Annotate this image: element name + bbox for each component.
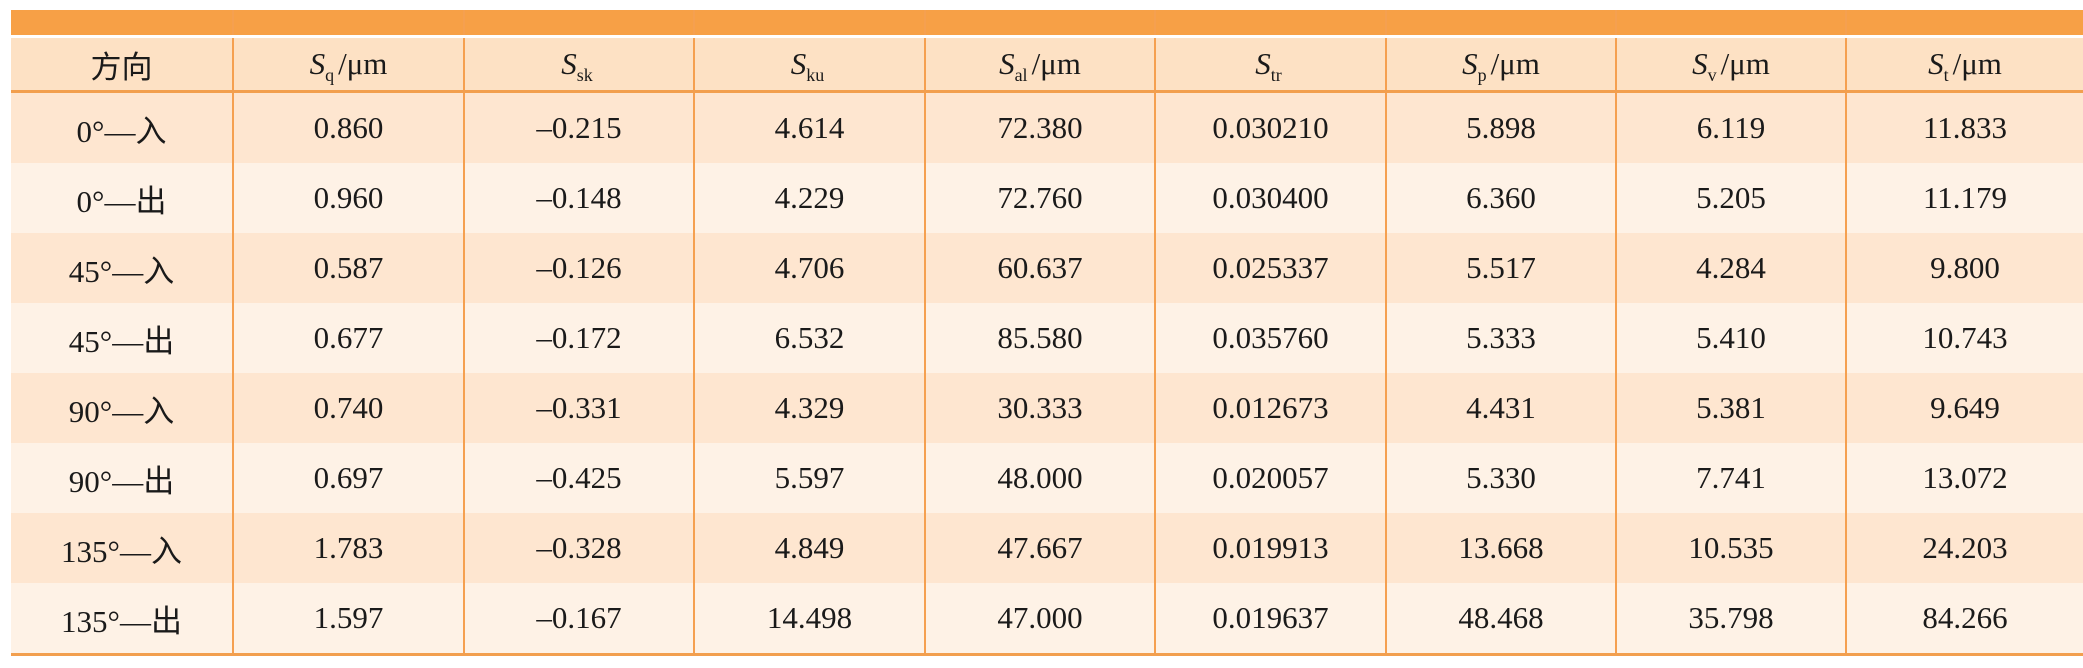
sq-cell: 0.960	[232, 163, 464, 233]
str-cell: 0.020057	[1154, 443, 1386, 513]
sv-cell: 10.535	[1615, 513, 1846, 583]
direction-cell: 45°—出	[11, 303, 233, 373]
ssk-cell: –0.331	[463, 373, 694, 443]
str-cell: 0.030210	[1154, 91, 1386, 163]
header-sal: Sal/μm	[924, 36, 1155, 93]
header-row: 方向 Sq/μm Ssk Sku Sal/μm Str Sp/μm Sv/μm …	[11, 36, 2083, 93]
table-row: 135°—出 1.597 –0.167 14.498 47.000 0.0196…	[11, 583, 2083, 656]
str-cell: 0.019913	[1154, 513, 1386, 583]
sal-cell: 60.637	[924, 233, 1155, 303]
sp-cell: 4.431	[1385, 373, 1616, 443]
st-cell: 24.203	[1845, 513, 2083, 583]
sal-cell: 47.667	[924, 513, 1155, 583]
direction-cell: 135°—出	[11, 583, 233, 656]
sku-cell: 4.329	[693, 373, 925, 443]
table-row: 0°—入 0.860 –0.215 4.614 72.380 0.030210 …	[11, 91, 2083, 163]
str-cell: 0.025337	[1154, 233, 1386, 303]
sku-cell: 6.532	[693, 303, 925, 373]
direction-cell: 90°—入	[11, 373, 233, 443]
header-band	[11, 10, 2083, 38]
table-row: 45°—入 0.587 –0.126 4.706 60.637 0.025337…	[11, 233, 2083, 303]
sq-cell: 0.587	[232, 233, 464, 303]
direction-cell: 135°—入	[11, 513, 233, 583]
direction-cell: 0°—出	[11, 163, 233, 233]
ssk-cell: –0.172	[463, 303, 694, 373]
st-cell: 84.266	[1845, 583, 2083, 656]
sku-cell: 14.498	[693, 583, 925, 656]
str-cell: 0.019637	[1154, 583, 1386, 656]
data-table-container: 方向 Sq/μm Ssk Sku Sal/μm Str Sp/μm Sv/μm …	[11, 10, 2083, 656]
sal-cell: 47.000	[924, 583, 1155, 656]
direction-cell: 0°—入	[11, 91, 233, 163]
sal-cell: 30.333	[924, 373, 1155, 443]
sp-cell: 48.468	[1385, 583, 1616, 656]
header-st: St/μm	[1845, 36, 2083, 93]
header-sv: Sv/μm	[1615, 36, 1846, 93]
header-sku: Sku	[693, 36, 925, 93]
sku-cell: 4.706	[693, 233, 925, 303]
roughness-table: 方向 Sq/μm Ssk Sku Sal/μm Str Sp/μm Sv/μm …	[11, 10, 2083, 656]
sq-cell: 0.697	[232, 443, 464, 513]
st-cell: 10.743	[1845, 303, 2083, 373]
str-cell: 0.030400	[1154, 163, 1386, 233]
sv-cell: 5.205	[1615, 163, 1846, 233]
sv-cell: 4.284	[1615, 233, 1846, 303]
sp-cell: 13.668	[1385, 513, 1616, 583]
ssk-cell: –0.328	[463, 513, 694, 583]
sq-cell: 0.860	[232, 91, 464, 163]
sq-cell: 1.597	[232, 583, 464, 656]
sp-cell: 6.360	[1385, 163, 1616, 233]
sku-cell: 5.597	[693, 443, 925, 513]
ssk-cell: –0.126	[463, 233, 694, 303]
sp-cell: 5.517	[1385, 233, 1616, 303]
sal-cell: 85.580	[924, 303, 1155, 373]
table-row: 0°—出 0.960 –0.148 4.229 72.760 0.030400 …	[11, 163, 2083, 233]
str-cell: 0.035760	[1154, 303, 1386, 373]
table-row: 45°—出 0.677 –0.172 6.532 85.580 0.035760…	[11, 303, 2083, 373]
ssk-cell: –0.148	[463, 163, 694, 233]
header-direction: 方向	[11, 36, 233, 93]
header-str: Str	[1154, 36, 1386, 93]
table-row: 90°—出 0.697 –0.425 5.597 48.000 0.020057…	[11, 443, 2083, 513]
sp-cell: 5.330	[1385, 443, 1616, 513]
str-cell: 0.012673	[1154, 373, 1386, 443]
ssk-cell: –0.167	[463, 583, 694, 656]
sq-cell: 0.677	[232, 303, 464, 373]
sv-cell: 5.381	[1615, 373, 1846, 443]
ssk-cell: –0.215	[463, 91, 694, 163]
sku-cell: 4.229	[693, 163, 925, 233]
sp-cell: 5.333	[1385, 303, 1616, 373]
st-cell: 11.179	[1845, 163, 2083, 233]
header-sp: Sp/μm	[1385, 36, 1616, 93]
sv-cell: 35.798	[1615, 583, 1846, 656]
table-row: 135°—入 1.783 –0.328 4.849 47.667 0.01991…	[11, 513, 2083, 583]
sku-cell: 4.849	[693, 513, 925, 583]
direction-cell: 90°—出	[11, 443, 233, 513]
sv-cell: 7.741	[1615, 443, 1846, 513]
st-cell: 9.800	[1845, 233, 2083, 303]
header-sq: Sq/μm	[232, 36, 464, 93]
sal-cell: 48.000	[924, 443, 1155, 513]
sq-cell: 0.740	[232, 373, 464, 443]
sv-cell: 5.410	[1615, 303, 1846, 373]
ssk-cell: –0.425	[463, 443, 694, 513]
sv-cell: 6.119	[1615, 91, 1846, 163]
st-cell: 11.833	[1845, 91, 2083, 163]
sq-cell: 1.783	[232, 513, 464, 583]
header-ssk: Ssk	[463, 36, 694, 93]
st-cell: 13.072	[1845, 443, 2083, 513]
sp-cell: 5.898	[1385, 91, 1616, 163]
sal-cell: 72.380	[924, 91, 1155, 163]
direction-cell: 45°—入	[11, 233, 233, 303]
sku-cell: 4.614	[693, 91, 925, 163]
sal-cell: 72.760	[924, 163, 1155, 233]
st-cell: 9.649	[1845, 373, 2083, 443]
table-row: 90°—入 0.740 –0.331 4.329 30.333 0.012673…	[11, 373, 2083, 443]
